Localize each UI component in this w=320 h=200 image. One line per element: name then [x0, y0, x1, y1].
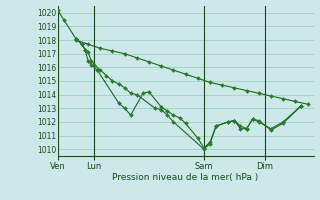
X-axis label: Pression niveau de la mer( hPa ): Pression niveau de la mer( hPa ): [112, 173, 259, 182]
